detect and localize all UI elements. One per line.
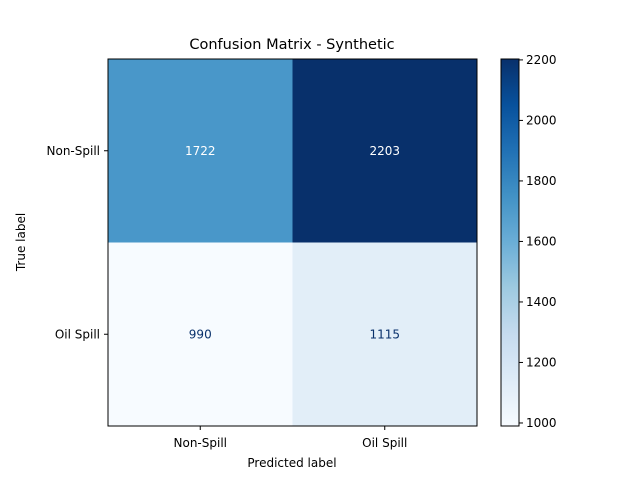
matrix-cells <box>108 59 477 426</box>
colorbar-tick-label: 1400 <box>526 295 557 309</box>
matrix-cell <box>108 242 293 426</box>
colorbar-tick-label: 2200 <box>526 53 557 67</box>
colorbar-tick-label: 1800 <box>526 174 557 188</box>
matrix-cell <box>292 242 477 426</box>
x-axis-label: Predicted label <box>247 456 336 470</box>
x-axis-ticks: Non-Spill Oil Spill <box>174 426 407 450</box>
colorbar-ticks: 1000 1200 1400 1600 1800 2000 2200 <box>519 53 557 430</box>
x-tick-label: Oil Spill <box>362 436 407 450</box>
colorbar-tick-label: 1600 <box>526 234 557 248</box>
matrix-cell-labels: 1722 2203 990 1115 <box>185 144 400 342</box>
y-axis-label: True label <box>14 213 28 272</box>
y-tick-label: Oil Spill <box>55 327 100 341</box>
matrix-cell-value: 990 <box>189 327 212 341</box>
matrix-frame <box>107 58 478 427</box>
matrix-cell <box>108 59 293 243</box>
matrix-cell-value: 1722 <box>185 144 216 158</box>
matrix-cell-value: 2203 <box>369 144 400 158</box>
matrix-cell-value: 1115 <box>369 327 400 341</box>
y-axis-ticks: Non-Spill Oil Spill <box>47 144 108 341</box>
colorbar-tick-label: 1000 <box>526 416 557 430</box>
y-tick-label: Non-Spill <box>47 144 101 158</box>
colorbar <box>500 58 520 427</box>
x-tick-label: Non-Spill <box>174 436 228 450</box>
colorbar-tick-label: 2000 <box>526 113 557 127</box>
matrix-cell <box>292 59 477 243</box>
chart-title: Confusion Matrix - Synthetic <box>189 37 394 53</box>
colorbar-tick-label: 1200 <box>526 355 557 369</box>
